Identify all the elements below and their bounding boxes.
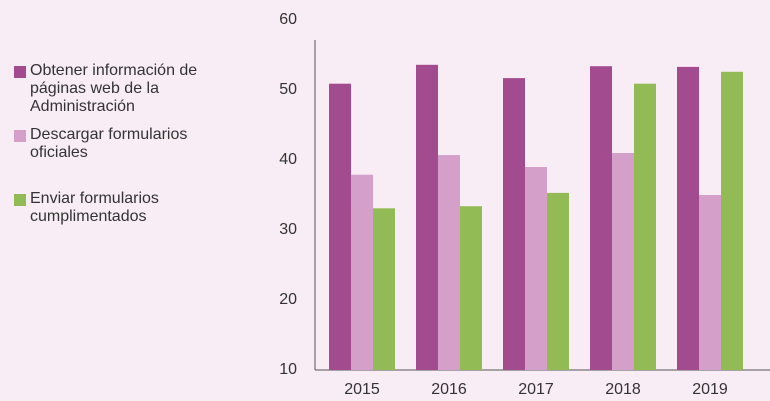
y-tick-label: 50	[279, 81, 297, 98]
bar	[677, 66, 699, 371]
bar	[373, 208, 395, 370]
bar	[590, 66, 612, 370]
legend-item: Obtener información de páginas web de la…	[14, 62, 244, 116]
legend-label: Enviar formularios cumplimentados	[30, 190, 159, 225]
x-tick-label: 2016	[431, 381, 467, 398]
bar	[721, 71, 743, 371]
bar	[460, 206, 482, 370]
bar	[612, 153, 634, 370]
y-tick-label: 30	[279, 221, 297, 238]
legend: Obtener información de páginas web de la…	[14, 62, 244, 236]
bar	[351, 174, 373, 370]
legend-label: Obtener información de páginas web de la…	[30, 62, 198, 115]
x-tick-label: 2017	[518, 381, 554, 398]
bar	[503, 78, 525, 370]
bar	[525, 167, 547, 370]
x-tick-label: 2019	[692, 381, 728, 398]
y-tick-label: 10	[279, 361, 297, 378]
legend-swatch	[14, 194, 26, 206]
bar	[438, 155, 460, 370]
bar	[547, 192, 569, 370]
x-tick-label: 2018	[605, 381, 641, 398]
bar	[634, 83, 656, 370]
bar	[416, 64, 438, 371]
legend-swatch	[14, 66, 26, 78]
legend-item: Descargar formularios oficiales	[14, 126, 244, 162]
legend-item: Enviar formularios cumplimentados	[14, 190, 244, 226]
y-tick-label: 40	[279, 151, 297, 168]
bar	[329, 83, 351, 370]
y-tick-label: 60	[279, 11, 297, 28]
y-tick-label: 20	[279, 291, 297, 308]
legend-swatch	[14, 130, 26, 142]
bar	[699, 195, 721, 370]
x-tick-label: 2015	[344, 381, 380, 398]
legend-label: Descargar formularios oficiales	[30, 126, 188, 161]
